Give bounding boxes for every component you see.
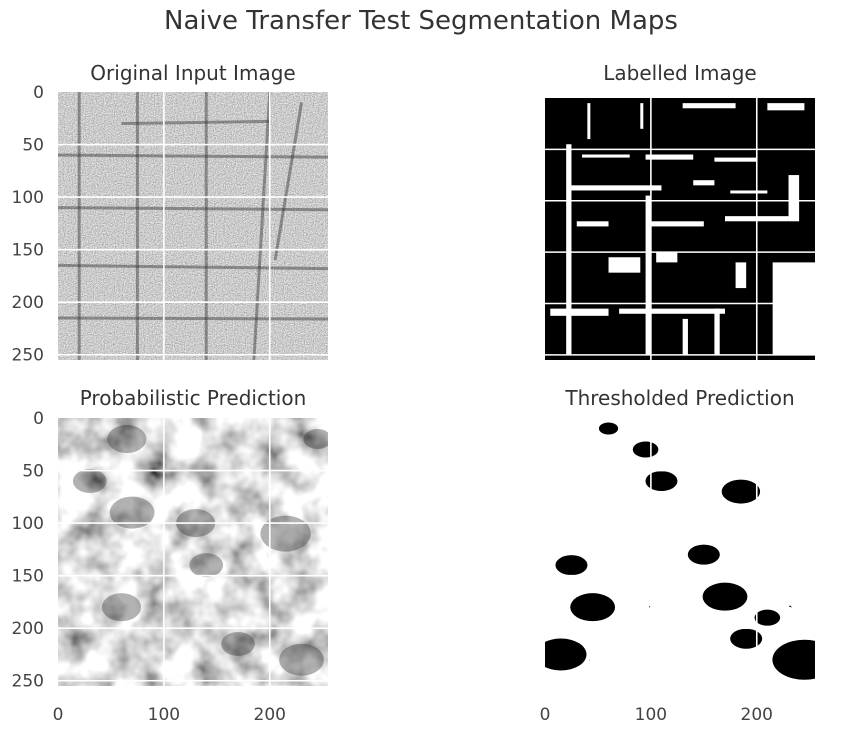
label-segment: [645, 195, 651, 355]
blob: [632, 441, 659, 458]
x-tick-label: 200: [741, 705, 773, 725]
x-tick-label: 100: [148, 705, 180, 725]
label-segment: [582, 154, 630, 158]
panel-title: Labelled Image: [603, 61, 757, 85]
image-texture: [58, 92, 328, 360]
texture-line: [252, 92, 272, 360]
y-tick-label: 100: [12, 514, 44, 534]
panel-3: Probabilistic Prediction 0 50 100 150 200 250 0…: [12, 386, 328, 725]
blob: [545, 638, 587, 671]
y-tick-label: 250: [12, 672, 44, 692]
y-tick-label: 100: [12, 188, 44, 208]
label-segment: [788, 175, 800, 222]
label-segment: [619, 308, 725, 314]
y-tick-label: 150: [12, 241, 44, 261]
x-tick-label: 100: [635, 705, 667, 725]
label-segment: [587, 103, 591, 140]
y-tick-label: 0: [33, 83, 44, 103]
blob: [303, 429, 328, 450]
blob: [702, 582, 748, 611]
label-segment: [645, 154, 694, 160]
panel-title: Thresholded Prediction: [564, 386, 794, 410]
image-texture: [58, 418, 328, 686]
blob: [687, 544, 720, 565]
blob: [721, 479, 761, 504]
panel-1: Original Input Image 0 50 100 150 200 250: [12, 61, 328, 366]
label-segment: [608, 257, 641, 273]
label-segment: [550, 308, 609, 316]
x-tick-label: 0: [53, 705, 64, 725]
label-segment: [640, 103, 644, 129]
image-background: [545, 98, 815, 360]
y-tick-label: 50: [22, 462, 44, 482]
panel-title: Original Input Image: [90, 61, 295, 85]
label-segment: [767, 103, 805, 111]
y-tick-label: 200: [12, 293, 44, 313]
texture-line: [58, 153, 328, 159]
y-tick-label: 150: [12, 567, 44, 587]
blob: [598, 422, 619, 435]
y-tick-label: 50: [22, 136, 44, 156]
blob: [109, 496, 155, 529]
label-segment: [730, 190, 768, 194]
blob: [645, 471, 678, 492]
label-segment: [566, 144, 572, 355]
label-segment: [682, 103, 736, 109]
texture-line: [58, 263, 328, 271]
label-segment: [650, 221, 704, 227]
label-segment: [714, 157, 757, 162]
panel-image: [58, 92, 328, 360]
x-tick-label: 200: [254, 705, 286, 725]
panel-title: Probabilistic Prediction: [80, 386, 307, 410]
label-segment: [682, 318, 688, 355]
blob: [279, 643, 324, 676]
blob: [555, 555, 588, 576]
x-tick-label: 0: [540, 705, 551, 725]
blob: [72, 469, 107, 494]
panel-image: [545, 418, 815, 686]
label-segment: [571, 185, 662, 191]
blob: [260, 515, 311, 552]
texture-line: [273, 102, 304, 261]
texture-line: [58, 316, 328, 321]
blob: [570, 593, 616, 622]
blob: [772, 639, 815, 680]
figure-title: Naive Transfer Test Segmentation Maps: [164, 6, 678, 36]
label-segment: [735, 262, 747, 289]
blob: [189, 553, 224, 578]
texture-line: [121, 119, 270, 126]
panel-2: Labelled Image: [545, 61, 815, 360]
panel-image: [58, 418, 328, 686]
blob: [754, 609, 781, 626]
label-segment: [576, 221, 609, 227]
image-texture: [545, 418, 815, 686]
label-segment: [656, 252, 678, 263]
blob: [221, 631, 255, 656]
y-tick-label: 200: [12, 619, 44, 639]
label-segment: [788, 303, 810, 345]
blob: [107, 425, 147, 454]
blob: [101, 593, 142, 622]
texture-line: [58, 206, 328, 212]
panel-4: Thresholded Prediction 0 100 200: [540, 386, 815, 725]
panel-image: [545, 98, 815, 360]
y-tick-label: 0: [33, 409, 44, 429]
label-segment: [693, 180, 715, 186]
y-tick-label: 250: [12, 346, 44, 366]
blob: [730, 628, 763, 649]
label-segment: [714, 308, 720, 355]
